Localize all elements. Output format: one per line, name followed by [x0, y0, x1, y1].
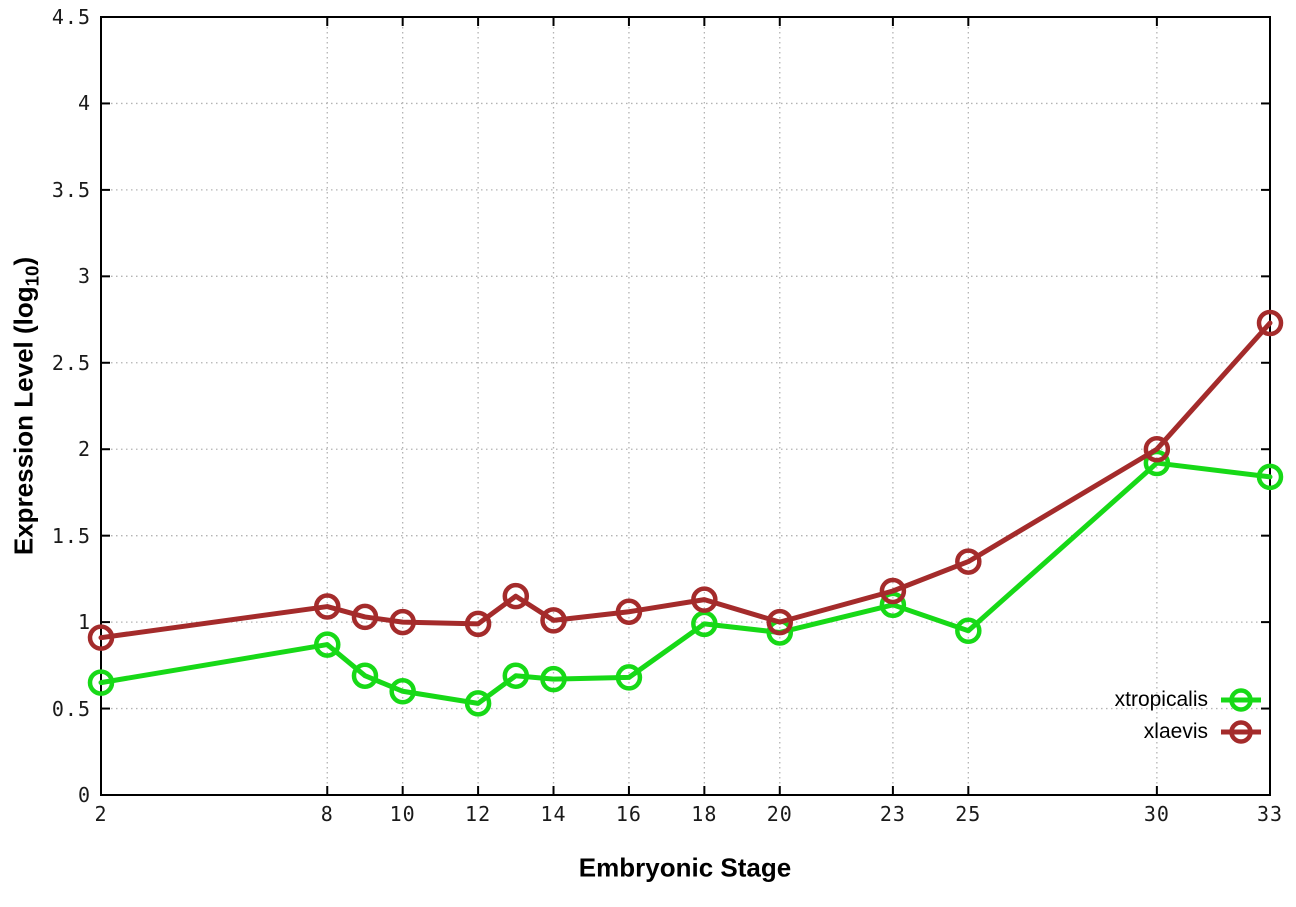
data-point-xlaevis — [615, 598, 643, 625]
data-point-xlaevis — [1256, 309, 1284, 337]
data-point-xlaevis — [87, 624, 115, 651]
data-point-xtropicalis — [87, 669, 115, 696]
legend-marker-xlaevis — [1221, 720, 1261, 744]
data-point-xtropicalis — [464, 690, 492, 717]
data-point-xlaevis — [766, 608, 794, 636]
legend-sample-circle — [1229, 720, 1253, 744]
data-point-xlaevis — [314, 593, 341, 620]
data-point-xlaevis — [691, 586, 718, 613]
y-axis-title-subscript: 10 — [21, 265, 43, 287]
legend-label-xlaevis: xlaevis — [1143, 720, 1208, 743]
legend-sample-circle — [1229, 688, 1253, 712]
data-point-xlaevis — [879, 577, 907, 605]
legend: xtropicalis xlaevis — [1115, 686, 1264, 746]
data-point-xlaevis — [1143, 435, 1171, 463]
data-point-xtropicalis — [502, 662, 530, 689]
y-axis-title-close: ) — [8, 256, 39, 266]
series-line-xtropicalis — [98, 460, 1273, 706]
x-axis-title: Embryonic Stage — [578, 852, 792, 883]
data-point-xtropicalis — [615, 664, 643, 691]
data-point-xlaevis — [955, 548, 982, 575]
data-point-xtropicalis — [314, 631, 341, 658]
data-point-xtropicalis — [879, 591, 907, 619]
legend-item-xlaevis: xlaevis — [1144, 718, 1264, 746]
data-point-xlaevis — [389, 608, 416, 636]
series-line-xlaevis — [98, 320, 1273, 641]
legend-label-xtropicalis: xtropicalis — [1114, 688, 1208, 711]
data-point-xlaevis — [351, 603, 379, 631]
data-point-xlaevis — [540, 607, 567, 634]
legend-marker-xtropicalis — [1221, 688, 1261, 712]
legend-item-xtropicalis: xtropicalis — [1115, 686, 1264, 714]
plot-border — [100, 16, 1271, 796]
y-axis-title: Expression Level (log10) — [8, 257, 43, 555]
y-axis-title-text: Expression Level (log — [8, 286, 39, 556]
data-point-xlaevis — [464, 610, 492, 638]
data-point-xlaevis — [502, 582, 530, 610]
data-point-xtropicalis — [351, 662, 379, 689]
data-point-xtropicalis — [1256, 463, 1284, 491]
data-point-xtropicalis — [955, 617, 982, 645]
data-point-xtropicalis — [389, 678, 416, 705]
data-point-xtropicalis — [540, 665, 567, 693]
